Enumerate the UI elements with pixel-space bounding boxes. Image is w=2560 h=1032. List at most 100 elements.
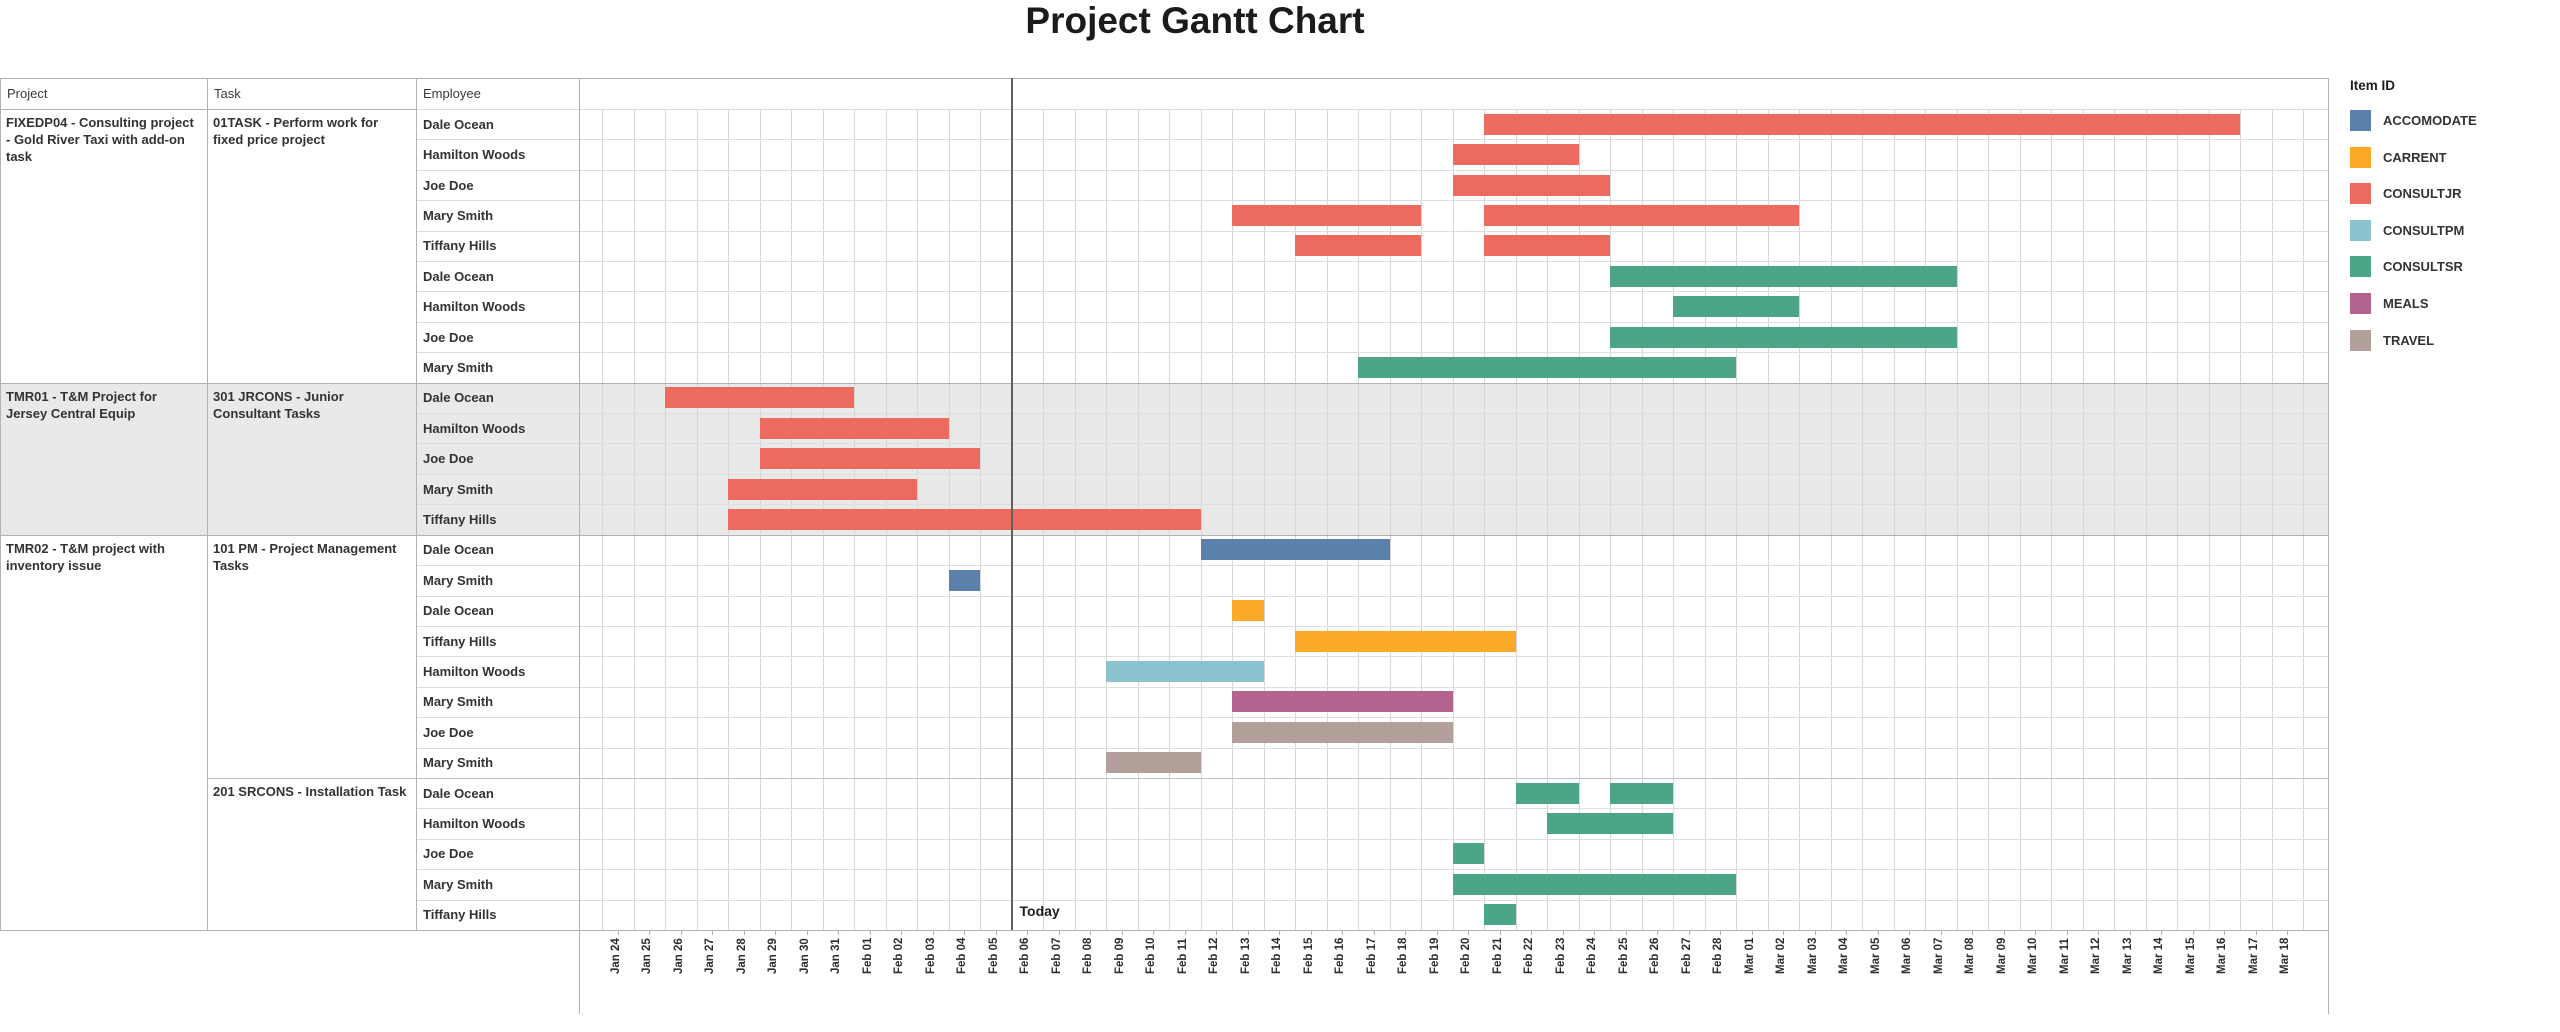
project-label[interactable]: TMR02 - T&M project with inventory issue — [6, 540, 165, 573]
today-label: Today — [1019, 903, 1060, 919]
axis-date-label: Feb 27 — [1680, 938, 1693, 975]
gantt-bar-consultsr[interactable] — [1673, 296, 1799, 318]
employee-label[interactable]: Mary Smith — [423, 572, 494, 588]
gantt-bar-consultsr[interactable] — [1452, 873, 1736, 895]
task-label[interactable]: 301 JRCONS - Junior Consultant Tasks — [213, 388, 344, 421]
row-gridline — [416, 717, 2328, 719]
employee-label[interactable]: Mary Smith — [423, 481, 494, 497]
chart-right-border — [2328, 78, 2329, 1014]
legend-swatch-consultpm — [2350, 219, 2371, 241]
axis-date-label: Mar 13 — [2121, 938, 2134, 975]
task-label[interactable]: 101 PM - Project Management Tasks — [213, 540, 397, 573]
gantt-bar-consultjr[interactable] — [1484, 113, 2240, 135]
gantt-bar-consultjr[interactable] — [728, 478, 917, 500]
gantt-bar-accomodate[interactable] — [948, 569, 980, 591]
employee-label[interactable]: Dale Ocean — [423, 390, 494, 406]
employee-label[interactable]: Mary Smith — [423, 359, 494, 375]
employee-label[interactable]: Dale Ocean — [423, 116, 494, 132]
axis-date-label: Feb 28 — [1712, 938, 1725, 975]
gantt-bar-consultjr[interactable] — [1484, 235, 1610, 257]
employee-label[interactable]: Hamilton Woods — [423, 299, 526, 315]
employee-label[interactable]: Tiffany Hills — [423, 633, 497, 649]
employee-label[interactable]: Hamilton Woods — [423, 420, 526, 436]
axis-tick — [1027, 930, 1029, 935]
legend-item-consultpm[interactable]: CONSULTPM — [2350, 219, 2464, 241]
gantt-bar-consultjr[interactable] — [728, 508, 1201, 530]
employee-label[interactable]: Joe Doe — [423, 451, 474, 467]
employee-label[interactable]: Dale Ocean — [423, 785, 494, 801]
axis-tick — [932, 930, 934, 935]
gantt-bar-consultsr[interactable] — [1547, 813, 1673, 835]
axis-tick — [1436, 930, 1438, 935]
gantt-bar-consultjr[interactable] — [1452, 174, 1610, 196]
gantt-bar-consultsr[interactable] — [1515, 782, 1579, 804]
gantt-bar-accomodate[interactable] — [1200, 539, 1390, 561]
employee-label[interactable]: Tiffany Hills — [423, 511, 497, 527]
employee-label[interactable]: Mary Smith — [423, 207, 494, 223]
gantt-bar-consultsr[interactable] — [1358, 356, 1736, 378]
employee-label[interactable]: Dale Ocean — [423, 603, 494, 619]
axis-date-label: Mar 04 — [1838, 938, 1851, 975]
gantt-bar-consultsr[interactable] — [1610, 326, 1957, 348]
legend-item-travel[interactable]: TRAVEL — [2350, 329, 2434, 351]
gantt-bar-consultsr[interactable] — [1610, 782, 1673, 804]
column-header-employee: Employee — [423, 86, 481, 101]
axis-date-label: Feb 22 — [1523, 938, 1536, 975]
axis-date-label: Feb 03 — [924, 938, 937, 975]
gantt-bar-carrent[interactable] — [1232, 600, 1264, 622]
gantt-bar-consultjr[interactable] — [1295, 235, 1421, 257]
task-label[interactable]: 01TASK - Perform work for fixed price pr… — [213, 115, 379, 147]
employee-label[interactable]: Hamilton Woods — [423, 147, 526, 163]
task-label[interactable]: 201 SRCONS - Installation Task — [213, 783, 407, 799]
day-gridline — [1515, 109, 1517, 930]
gantt-bar-meals[interactable] — [1232, 691, 1453, 713]
employee-label[interactable]: Joe Doe — [423, 177, 474, 193]
axis-date-label: Feb 04 — [956, 938, 969, 975]
employee-label[interactable]: Dale Ocean — [423, 542, 494, 558]
day-gridline — [602, 109, 603, 930]
axis-tick — [2192, 930, 2194, 935]
employee-label[interactable]: Hamilton Woods — [423, 816, 526, 832]
legend-item-carrent[interactable]: CARRENT — [2350, 146, 2447, 168]
employee-label[interactable]: Mary Smith — [423, 876, 494, 892]
employee-label[interactable]: Hamilton Woods — [423, 664, 526, 680]
axis-date-label: Mar 08 — [1964, 938, 1977, 975]
gantt-bar-travel[interactable] — [1106, 752, 1201, 774]
gantt-bar-consultsr[interactable] — [1452, 843, 1484, 865]
gantt-bar-consultjr[interactable] — [1232, 204, 1421, 226]
axis-tick — [743, 930, 745, 935]
employee-label[interactable]: Tiffany Hills — [423, 907, 497, 923]
employee-label[interactable]: Tiffany Hills — [423, 238, 497, 254]
row-gridline — [416, 443, 2328, 445]
row-gridline — [416, 291, 2328, 293]
day-gridline — [2177, 109, 2178, 930]
column-header-task: Task — [214, 86, 241, 101]
gantt-bar-travel[interactable] — [1232, 721, 1453, 743]
legend-item-meals[interactable]: MEALS — [2350, 293, 2429, 314]
gantt-bar-carrent[interactable] — [1295, 630, 1516, 652]
employee-label[interactable]: Joe Doe — [423, 846, 474, 862]
legend-item-consultjr[interactable]: CONSULTJR — [2350, 183, 2461, 205]
axis-tick — [2129, 930, 2131, 935]
axis-tick — [1657, 930, 1659, 935]
legend-item-consultsr[interactable]: CONSULTSR — [2350, 256, 2463, 278]
employee-label[interactable]: Mary Smith — [423, 755, 494, 771]
gantt-bar-consultjr[interactable] — [665, 387, 854, 409]
employee-label[interactable]: Joe Doe — [423, 329, 474, 345]
project-label[interactable]: FIXEDP04 - Consulting project - Gold Riv… — [6, 115, 194, 164]
gantt-bar-consultsr[interactable] — [1484, 904, 1516, 926]
project-label[interactable]: TMR01 - T&M Project for Jersey Central E… — [6, 388, 157, 421]
gantt-bar-consultjr[interactable] — [1452, 144, 1579, 166]
gantt-bar-consultjr[interactable] — [759, 417, 949, 439]
employee-label[interactable]: Joe Doe — [423, 724, 474, 740]
gantt-bar-consultpm[interactable] — [1106, 661, 1264, 683]
axis-tick — [775, 930, 777, 935]
axis-date-label: Feb 20 — [1460, 938, 1473, 975]
legend-item-accomodate[interactable]: ACCOMODATE — [2350, 110, 2477, 131]
employee-label[interactable]: Dale Ocean — [423, 268, 494, 284]
gantt-bar-consultjr[interactable] — [759, 448, 980, 470]
axis-date-label: Feb 15 — [1302, 938, 1315, 975]
gantt-bar-consultsr[interactable] — [1610, 265, 1957, 287]
gantt-bar-consultjr[interactable] — [1484, 204, 1799, 226]
employee-label[interactable]: Mary Smith — [423, 694, 494, 710]
